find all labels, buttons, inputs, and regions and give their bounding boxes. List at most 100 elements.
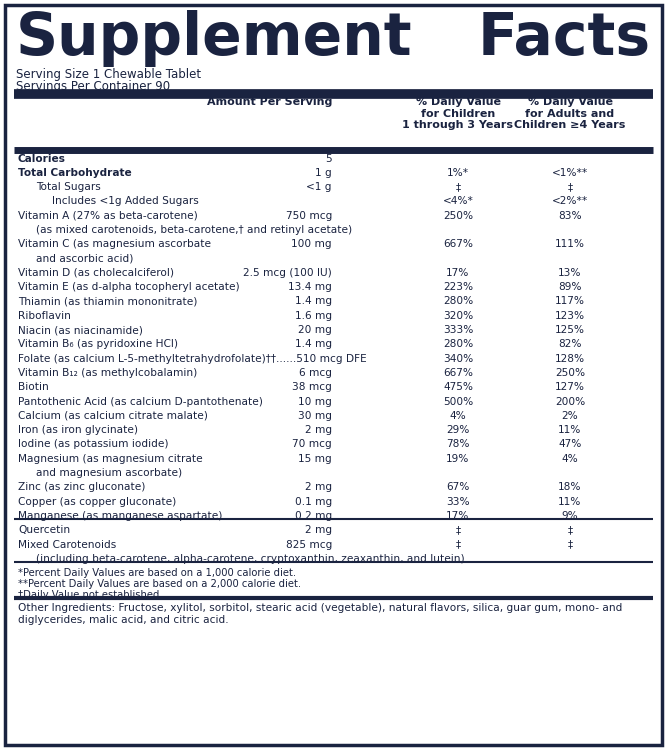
Text: 78%: 78% — [446, 440, 470, 449]
Text: 200%: 200% — [555, 397, 585, 406]
Text: Vitamin E (as d-alpha tocopheryl acetate): Vitamin E (as d-alpha tocopheryl acetate… — [18, 282, 239, 292]
Text: 38 mcg: 38 mcg — [292, 382, 332, 392]
Text: 2%: 2% — [562, 411, 578, 421]
Text: 82%: 82% — [558, 340, 582, 350]
Text: Magnesium (as magnesium citrate: Magnesium (as magnesium citrate — [18, 454, 203, 464]
Text: <4%*: <4%* — [443, 196, 474, 206]
Text: 100 mg: 100 mg — [291, 239, 332, 249]
Text: ‡: ‡ — [568, 182, 572, 192]
Text: Servings Per Container 90: Servings Per Container 90 — [16, 80, 170, 93]
Text: Total Sugars: Total Sugars — [36, 182, 101, 192]
Text: 2.5 mcg (100 IU): 2.5 mcg (100 IU) — [243, 268, 332, 278]
Text: 280%: 280% — [443, 296, 473, 307]
Text: Biotin: Biotin — [18, 382, 49, 392]
Text: 2 mg: 2 mg — [305, 425, 332, 435]
Text: 825 mcg: 825 mcg — [285, 539, 332, 550]
Text: ‡: ‡ — [568, 539, 572, 550]
Text: % Daily Value
for Adults and
Children ≥4 Years: % Daily Value for Adults and Children ≥4… — [514, 97, 626, 130]
Text: 15 mg: 15 mg — [298, 454, 332, 464]
Text: 89%: 89% — [558, 282, 582, 292]
Text: 11%: 11% — [558, 425, 582, 435]
Text: Iodine (as potassium iodide): Iodine (as potassium iodide) — [18, 440, 169, 449]
Text: 667%: 667% — [443, 368, 473, 378]
Text: 13.4 mg: 13.4 mg — [288, 282, 332, 292]
Text: 320%: 320% — [443, 310, 473, 321]
Text: Serving Size 1 Chewable Tablet: Serving Size 1 Chewable Tablet — [16, 68, 201, 81]
Text: Copper (as copper gluconate): Copper (as copper gluconate) — [18, 496, 176, 507]
Text: 17%: 17% — [446, 268, 470, 278]
Text: 20 mg: 20 mg — [298, 325, 332, 335]
Text: Includes <1g Added Sugars: Includes <1g Added Sugars — [52, 196, 199, 206]
Text: (as mixed carotenoids, beta-carotene,† and retinyl acetate): (as mixed carotenoids, beta-carotene,† a… — [36, 225, 352, 235]
Text: ‡: ‡ — [456, 182, 460, 192]
Text: Facts: Facts — [478, 10, 651, 67]
Text: Vitamin D (as cholecalciferol): Vitamin D (as cholecalciferol) — [18, 268, 174, 278]
Text: Other Ingredients: Fructose, xylitol, sorbitol, stearic acid (vegetable), natura: Other Ingredients: Fructose, xylitol, so… — [18, 603, 622, 625]
Text: 5: 5 — [325, 154, 332, 164]
Text: 2 mg: 2 mg — [305, 482, 332, 493]
Text: 19%: 19% — [446, 454, 470, 464]
Text: 47%: 47% — [558, 440, 582, 449]
Text: 1.4 mg: 1.4 mg — [295, 296, 332, 307]
Text: 4%: 4% — [450, 411, 466, 421]
Text: Mixed Carotenoids: Mixed Carotenoids — [18, 539, 116, 550]
Text: 0.1 mg: 0.1 mg — [295, 496, 332, 507]
Text: ‡Daily Value not established.: ‡Daily Value not established. — [18, 590, 163, 600]
Text: Vitamin C (as magnesium ascorbate: Vitamin C (as magnesium ascorbate — [18, 239, 211, 249]
Text: Pantothenic Acid (as calcium D-pantothenate): Pantothenic Acid (as calcium D-pantothen… — [18, 397, 263, 406]
Text: 250%: 250% — [443, 211, 473, 220]
Text: 67%: 67% — [446, 482, 470, 493]
Text: Riboflavin: Riboflavin — [18, 310, 71, 321]
Text: Vitamin B₆ (as pyridoxine HCl): Vitamin B₆ (as pyridoxine HCl) — [18, 340, 178, 350]
Text: 9%: 9% — [562, 511, 578, 521]
Text: <1 g: <1 g — [307, 182, 332, 192]
Text: Manganese (as manganese aspartate): Manganese (as manganese aspartate) — [18, 511, 222, 521]
Text: Calcium (as calcium citrate malate): Calcium (as calcium citrate malate) — [18, 411, 208, 421]
Text: <1%**: <1%** — [552, 168, 588, 178]
Text: 250%: 250% — [555, 368, 585, 378]
Text: Quercetin: Quercetin — [18, 525, 70, 536]
Text: (including beta-carotene, alpha-carotene, cryptoxanthin, zeaxanthin, and lutein): (including beta-carotene, alpha-carotene… — [36, 554, 465, 564]
Text: 127%: 127% — [555, 382, 585, 392]
Text: 333%: 333% — [443, 325, 473, 335]
Text: Supplement: Supplement — [16, 10, 413, 67]
Text: **Percent Daily Values are based on a 2,000 calorie diet.: **Percent Daily Values are based on a 2,… — [18, 579, 301, 590]
Text: Niacin (as niacinamide): Niacin (as niacinamide) — [18, 325, 143, 335]
Text: % Daily Value
for Children
1 through 3 Years: % Daily Value for Children 1 through 3 Y… — [402, 97, 514, 130]
Text: 6 mcg: 6 mcg — [299, 368, 332, 378]
Text: Calories: Calories — [18, 154, 66, 164]
Text: <2%**: <2%** — [552, 196, 588, 206]
Text: 750 mcg: 750 mcg — [285, 211, 332, 220]
Text: 475%: 475% — [443, 382, 473, 392]
Text: 125%: 125% — [555, 325, 585, 335]
Text: Vitamin A (27% as beta-carotene): Vitamin A (27% as beta-carotene) — [18, 211, 197, 220]
Text: 33%: 33% — [446, 496, 470, 507]
Text: 128%: 128% — [555, 354, 585, 364]
Text: 667%: 667% — [443, 239, 473, 249]
Text: *Percent Daily Values are based on a 1,000 calorie diet.: *Percent Daily Values are based on a 1,0… — [18, 568, 296, 578]
Text: 1.6 mg: 1.6 mg — [295, 310, 332, 321]
Text: 11%: 11% — [558, 496, 582, 507]
Text: 1.4 mg: 1.4 mg — [295, 340, 332, 350]
Text: 340%: 340% — [443, 354, 473, 364]
Text: 123%: 123% — [555, 310, 585, 321]
Text: 30 mg: 30 mg — [298, 411, 332, 421]
Text: 10 mg: 10 mg — [298, 397, 332, 406]
Text: Total Carbohydrate: Total Carbohydrate — [18, 168, 132, 178]
Text: 18%: 18% — [558, 482, 582, 493]
Text: 280%: 280% — [443, 340, 473, 350]
Text: 2 mg: 2 mg — [305, 525, 332, 536]
Text: 29%: 29% — [446, 425, 470, 435]
Text: 17%: 17% — [446, 511, 470, 521]
Text: Zinc (as zinc gluconate): Zinc (as zinc gluconate) — [18, 482, 145, 493]
Text: 4%: 4% — [562, 454, 578, 464]
Text: 0.2 mg: 0.2 mg — [295, 511, 332, 521]
Text: and ascorbic acid): and ascorbic acid) — [36, 254, 133, 263]
Text: 111%: 111% — [555, 239, 585, 249]
Text: ‡: ‡ — [568, 525, 572, 536]
Text: 1 g: 1 g — [315, 168, 332, 178]
Text: ‡: ‡ — [456, 525, 460, 536]
Text: 117%: 117% — [555, 296, 585, 307]
Text: 13%: 13% — [558, 268, 582, 278]
Text: and magnesium ascorbate): and magnesium ascorbate) — [36, 468, 182, 478]
